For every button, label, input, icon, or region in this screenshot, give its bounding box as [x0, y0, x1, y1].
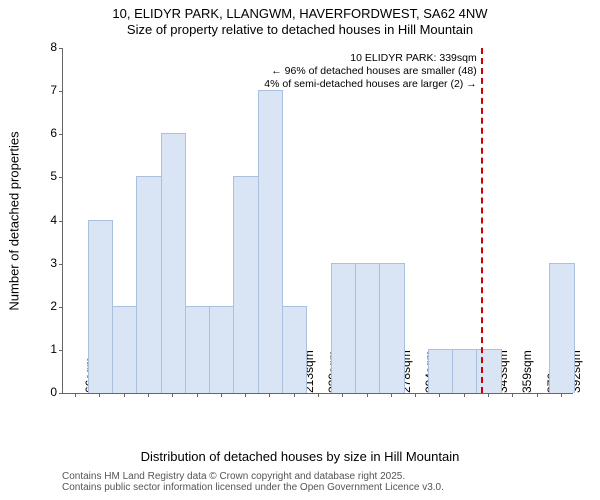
histogram-chart: 10, ELIDYR PARK, LLANGWM, HAVERFORDWEST,…: [0, 0, 600, 500]
y-tick-label: 1: [37, 342, 63, 356]
footer-note: Contains HM Land Registry data © Crown c…: [62, 471, 444, 493]
reference-line: [481, 48, 483, 393]
histogram-bar: [209, 306, 234, 393]
histogram-bar: [428, 349, 453, 393]
histogram-bar: [136, 176, 161, 393]
histogram-bar: [549, 263, 574, 393]
annotation-box: 10 ELIDYR PARK: 339sqm← 96% of detached …: [264, 52, 476, 91]
histogram-bar: [379, 263, 404, 393]
histogram-bar: [112, 306, 137, 393]
footer-line-1: Contains HM Land Registry data © Crown c…: [62, 471, 444, 482]
annotation-line: 10 ELIDYR PARK: 339sqm: [264, 52, 476, 65]
chart-title: 10, ELIDYR PARK, LLANGWM, HAVERFORDWEST,…: [0, 6, 600, 37]
x-axis-label: Distribution of detached houses by size …: [0, 449, 600, 464]
histogram-bar: [331, 263, 356, 393]
y-tick-label: 0: [37, 385, 63, 399]
histogram-bar: [452, 349, 477, 393]
histogram-bar: [355, 263, 380, 393]
footer-line-2: Contains public sector information licen…: [62, 482, 444, 493]
annotation-line: 4% of semi-detached houses are larger (2…: [264, 78, 476, 91]
histogram-bar: [233, 176, 258, 393]
y-tick-label: 5: [37, 169, 63, 183]
annotation-line: ← 96% of detached houses are smaller (48…: [264, 65, 476, 78]
y-tick-label: 7: [37, 83, 63, 97]
histogram-bar: [282, 306, 307, 393]
histogram-bar: [161, 133, 186, 393]
title-line-1: 10, ELIDYR PARK, LLANGWM, HAVERFORDWEST,…: [0, 6, 600, 22]
y-tick-label: 3: [37, 256, 63, 270]
histogram-bar: [258, 90, 283, 393]
histogram-bar: [88, 220, 113, 394]
y-axis-label: Number of detached properties: [7, 131, 22, 310]
y-tick-label: 4: [37, 213, 63, 227]
plot-area: 01234567866sqm82sqm99sqm115sqm131sqm148s…: [62, 48, 573, 394]
histogram-bar: [185, 306, 210, 393]
title-line-2: Size of property relative to detached ho…: [0, 22, 600, 38]
x-tick-label: 359sqm: [516, 350, 534, 393]
y-tick-label: 8: [37, 40, 63, 54]
y-tick-label: 6: [37, 126, 63, 140]
y-tick-label: 2: [37, 299, 63, 313]
